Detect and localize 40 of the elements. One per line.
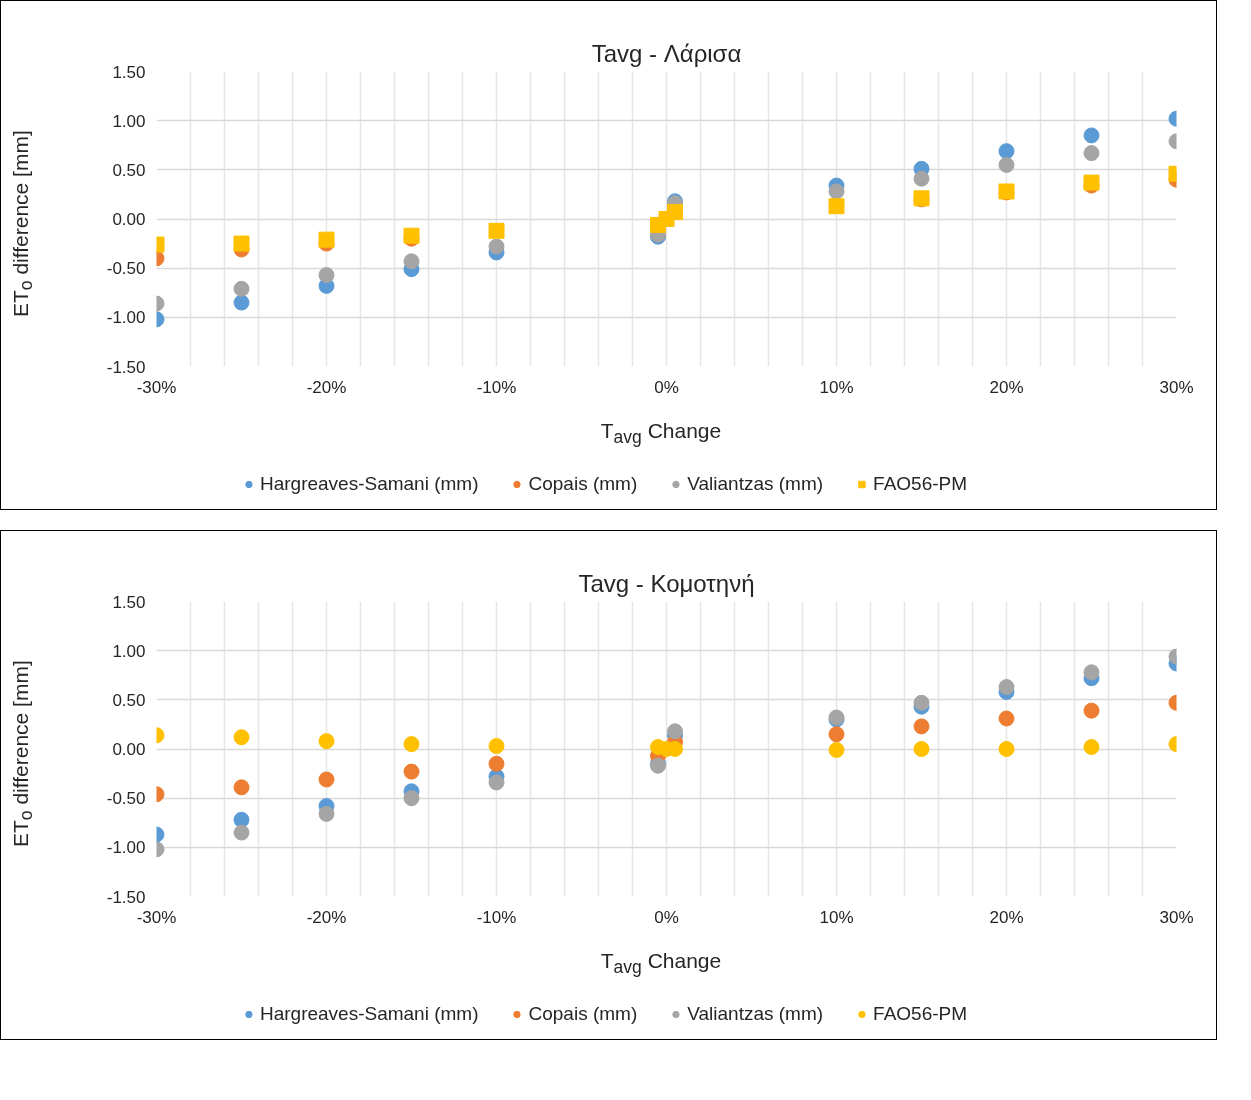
x-tick-label: 20%	[989, 907, 1024, 927]
legend-label: FAO56-PM	[873, 473, 968, 495]
y-tick-label: -1.00	[106, 838, 146, 858]
legend-label: Hargreaves-Samani (mm)	[259, 1003, 479, 1025]
x-tick-label: 10%	[819, 377, 854, 397]
x-tick-label: -10%	[476, 907, 517, 927]
y-tick-label: 0.00	[112, 740, 146, 759]
x-tick-label: 10%	[819, 907, 854, 927]
y-tick-label: -0.50	[106, 789, 146, 809]
legend-label: Copais (mm)	[528, 473, 638, 495]
x-tick-label: -30%	[136, 907, 177, 927]
x-axis-title: T$_{avg}$ Change	[600, 418, 722, 450]
chart-title: Tavg - Λάρισα	[591, 39, 742, 67]
y-tick-label: -1.00	[106, 308, 146, 328]
legend-label: Copais (mm)	[528, 1003, 638, 1025]
x-tick-label: -20%	[306, 907, 347, 927]
y-tick-label: 0.50	[112, 160, 146, 180]
legend-label: Valiantzas (mm)	[687, 1003, 824, 1025]
x-axis-title: T$_{avg}$ Change	[600, 948, 722, 980]
chart-title: Tavg - Κομοτηνή	[578, 569, 755, 597]
x-tick-label: -20%	[306, 377, 347, 397]
y-tick-label: 1.50	[112, 62, 146, 82]
legend-label: FAO56-PM	[873, 1003, 968, 1025]
x-tick-label: 0%	[654, 907, 679, 927]
y-tick-label: 1.50	[112, 592, 146, 612]
y-tick-label: -1.50	[106, 357, 146, 377]
x-tick-label: 30%	[1159, 377, 1194, 397]
y-tick-label: -1.50	[106, 887, 146, 907]
legend-label: Valiantzas (mm)	[687, 473, 824, 495]
y-tick-label: 0.50	[112, 690, 146, 710]
y-tick-label: 0.00	[112, 210, 146, 229]
x-tick-label: 30%	[1159, 907, 1194, 927]
legend-label: Hargreaves-Samani (mm)	[259, 473, 479, 495]
x-tick-label: 0%	[654, 377, 679, 397]
y-tick-label: 1.00	[112, 111, 146, 131]
y-tick-label: 1.00	[112, 641, 146, 661]
x-tick-label: -30%	[136, 377, 177, 397]
x-tick-label: -10%	[476, 377, 517, 397]
y-tick-label: -0.50	[106, 259, 146, 279]
x-tick-label: 20%	[989, 377, 1024, 397]
